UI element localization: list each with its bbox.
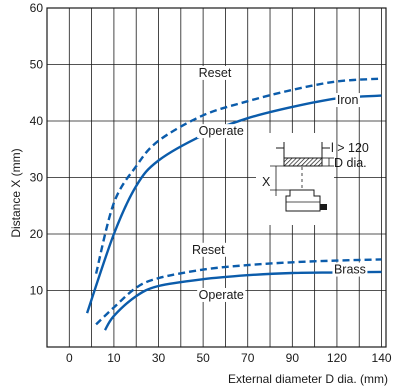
x-tick-label: 140 <box>372 351 392 365</box>
annotation-background <box>335 93 361 108</box>
brass-operate-curve <box>103 270 382 331</box>
x-tick-label: 30 <box>152 351 166 365</box>
grid <box>47 8 386 347</box>
x-tick-label: 0 <box>66 351 73 365</box>
annotation-label: Operate <box>199 288 244 302</box>
annotation-background <box>197 124 246 139</box>
x-tick-label: 50 <box>196 351 210 365</box>
brass-reset-curve <box>95 258 382 326</box>
sensor-cable <box>320 204 327 210</box>
x-tick-label: 120 <box>327 351 347 365</box>
iron-reset-curve <box>94 77 382 274</box>
annotation-label: Iron <box>337 93 359 107</box>
annotation-background <box>197 65 234 80</box>
x-tick-label: 10 <box>107 351 121 365</box>
annotation-background <box>332 262 368 277</box>
target-plate <box>283 157 323 167</box>
y-tick-label: 10 <box>30 284 44 298</box>
y-tick-label: 30 <box>30 171 44 185</box>
annotation-background <box>190 242 227 257</box>
tick-labels: 0 10 30 50 70 90 120 140 10 20 30 40 50 60 <box>30 1 392 365</box>
sensor-head <box>285 189 321 212</box>
sensor-target-inset: l > 120 D dia. X <box>256 133 369 225</box>
x-tick-label: 70 <box>241 351 255 365</box>
annotation-label: Brass <box>334 263 366 277</box>
annotations: Reset Operate Iron Reset Operate Brass <box>190 65 368 302</box>
annotation-label: Reset <box>192 243 225 257</box>
plot-frame <box>46 7 387 348</box>
y-tick-label: 20 <box>30 227 44 241</box>
y-tick-label: 40 <box>30 114 44 128</box>
annotation-label: Reset <box>199 66 232 80</box>
annotation-label: Operate <box>199 124 244 138</box>
y-tick-label: 60 <box>30 1 44 15</box>
y-axis-title: Distance X (mm) <box>9 148 23 237</box>
annotation-background <box>197 287 246 302</box>
x-tick-label: 90 <box>286 351 300 365</box>
y-tick-label: 50 <box>30 58 44 72</box>
inset-distance-label: X <box>262 175 271 189</box>
x-axis-title: External diameter D dia. (mm) <box>228 372 388 386</box>
inset-length-label: l > 120 <box>331 141 369 155</box>
inset-diameter-label: D dia. <box>334 156 367 170</box>
